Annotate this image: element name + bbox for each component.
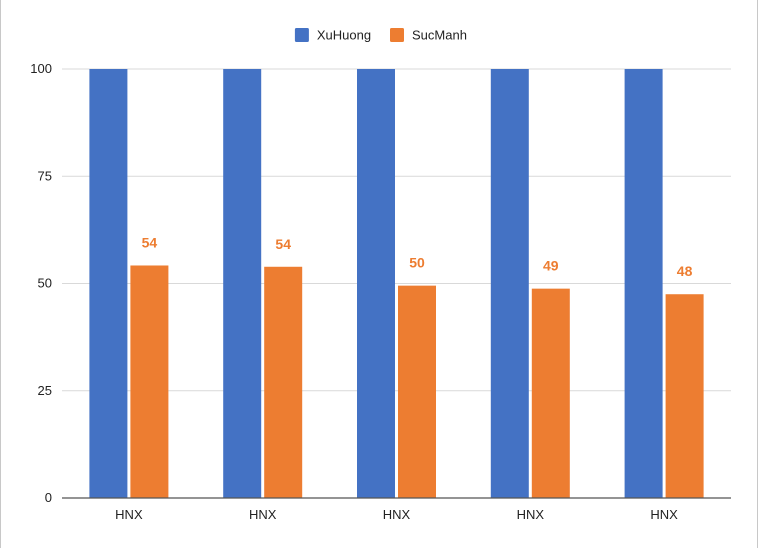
legend-swatch <box>390 28 404 42</box>
data-label: 54 <box>142 234 158 250</box>
legend-label: XuHuong <box>317 28 371 43</box>
y-tick-label: 50 <box>38 276 52 291</box>
x-tick-label: HNX <box>115 507 143 522</box>
bar-sucmanh[interactable] <box>130 265 169 498</box>
bar-xuhuong[interactable] <box>490 69 529 498</box>
y-axis-ticks: 0 25 50 75 100 <box>30 61 52 505</box>
bar-sucmanh[interactable] <box>264 266 303 498</box>
bar-sucmanh[interactable] <box>398 285 436 498</box>
bar-sucmanh[interactable] <box>531 288 570 498</box>
data-label: 50 <box>409 255 425 271</box>
legend-swatch <box>294 28 309 42</box>
bar-xuhuong[interactable] <box>624 69 663 498</box>
bar-xuhuong[interactable] <box>223 69 262 498</box>
legend-label: SucManh <box>412 28 467 43</box>
left-edge-line <box>0 0 1 548</box>
x-tick-label: HNX <box>517 507 545 522</box>
gridlines <box>62 68 731 392</box>
legend-item-sucmanh[interactable]: SucManh <box>390 28 467 43</box>
bar-xuhuong[interactable] <box>89 69 128 498</box>
x-tick-label: HNX <box>249 507 277 522</box>
bar-sucmanh[interactable] <box>665 294 704 498</box>
data-labels: 54 54 50 49 48 <box>142 234 693 279</box>
x-axis-ticks: HNX HNX HNX HNX HNX <box>115 507 678 522</box>
y-tick-label: 0 <box>45 490 52 505</box>
bars <box>89 69 704 498</box>
data-label: 48 <box>677 263 693 279</box>
data-label: 49 <box>543 258 559 274</box>
legend[interactable]: XuHuong SucManh <box>294 28 467 43</box>
y-tick-label: 75 <box>38 168 52 183</box>
y-tick-label: 25 <box>38 383 52 398</box>
legend-item-xuhuong[interactable]: XuHuong <box>294 28 371 43</box>
x-tick-label: HNX <box>650 507 678 522</box>
data-label: 54 <box>275 236 291 252</box>
bar-xuhuong[interactable] <box>357 69 395 498</box>
y-tick-label: 100 <box>30 61 52 76</box>
x-tick-label: HNX <box>383 507 411 522</box>
